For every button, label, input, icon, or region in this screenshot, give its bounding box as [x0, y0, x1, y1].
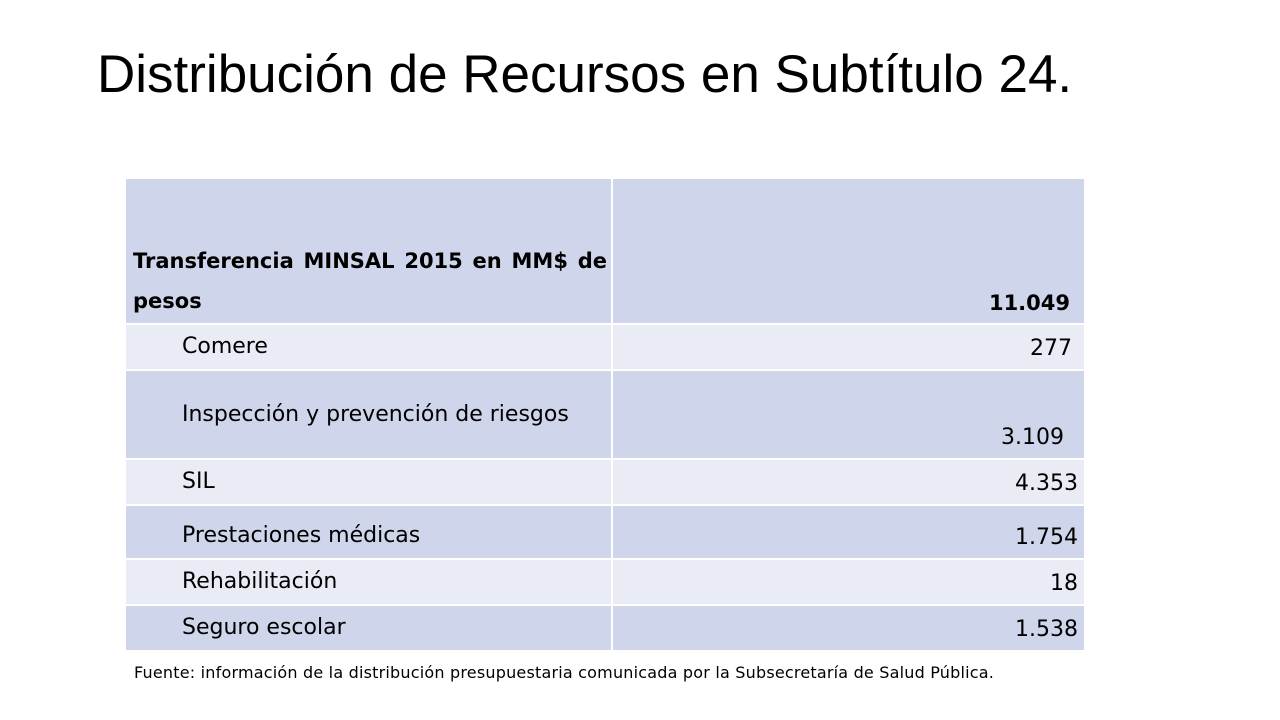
row-label-rehabilitacion: Rehabilitación — [124, 558, 613, 606]
row-value-seguro: 1.538 — [611, 604, 1086, 652]
table-row: Comere 277 — [124, 323, 1086, 371]
source-footnote: Fuente: información de la distribución p… — [134, 663, 995, 682]
table-row: Inspección y prevención de riesgos 3.109 — [124, 369, 1086, 460]
table-header-row: Transferencia MINSAL 2015 en MM$ de peso… — [124, 177, 1086, 325]
row-value-prestaciones: 1.754 — [611, 504, 1086, 560]
row-label-comere: Comere — [124, 323, 613, 371]
row-label-inspeccion: Inspección y prevención de riesgos — [124, 369, 613, 460]
budget-table: Transferencia MINSAL 2015 en MM$ de peso… — [124, 177, 1086, 652]
row-label-sil: SIL — [124, 458, 613, 506]
row-label-prestaciones: Prestaciones médicas — [124, 504, 613, 560]
table-row: Rehabilitación 18 — [124, 558, 1086, 606]
header-value: 11.049 — [611, 177, 1086, 325]
row-value-sil: 4.353 — [611, 458, 1086, 506]
row-value-inspeccion: 3.109 — [611, 369, 1086, 460]
table-row: Prestaciones médicas 1.754 — [124, 504, 1086, 560]
table-row: SIL 4.353 — [124, 458, 1086, 506]
slide-title: Distribución de Recursos en Subtítulo 24… — [97, 45, 1073, 104]
row-value-comere: 277 — [611, 323, 1086, 371]
row-value-rehabilitacion: 18 — [611, 558, 1086, 606]
header-label: Transferencia MINSAL 2015 en MM$ de peso… — [124, 177, 613, 325]
row-label-seguro: Seguro escolar — [124, 604, 613, 652]
table-row: Seguro escolar 1.538 — [124, 604, 1086, 652]
